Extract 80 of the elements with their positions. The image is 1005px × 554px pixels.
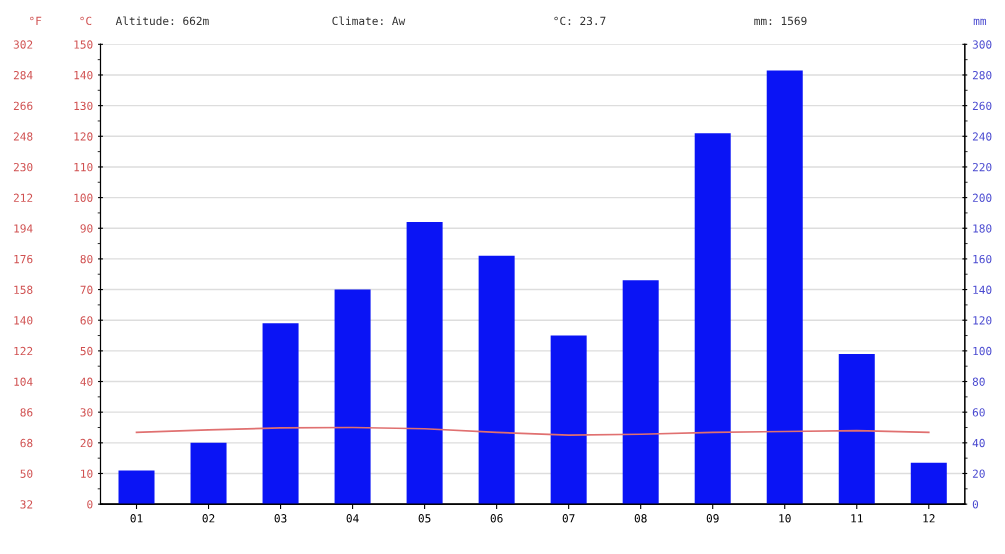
bar — [478, 255, 515, 505]
y-tick-label: 30 — [80, 408, 93, 417]
y-tick-label: 130 — [74, 101, 93, 111]
y-tick-label: 10 — [81, 469, 93, 478]
bar — [190, 442, 227, 505]
text: °C: 23.7 — [554, 16, 606, 26]
y2-tick-label: 220 — [972, 162, 992, 172]
bar — [838, 353, 875, 505]
y3-tick-label: 284 — [13, 70, 33, 80]
y-tick-label: 110 — [74, 162, 93, 172]
x-tick-label: 03 — [274, 514, 287, 523]
y2-axis-title: mm — [973, 18, 987, 25]
y2-tick-label: 280 — [972, 70, 992, 80]
x-tick-label: 06 — [490, 514, 503, 523]
y3-axis-title: °F — [30, 16, 42, 25]
bar — [334, 289, 371, 505]
y2-tick-label: 40 — [972, 438, 985, 448]
y2-tick-label: 100 — [973, 346, 992, 356]
y3-tick-label: 32 — [20, 500, 33, 509]
y3-tick-label: 50 — [20, 469, 33, 478]
y3-tick-label: 158 — [14, 285, 33, 294]
bar — [118, 470, 155, 505]
bar — [910, 462, 947, 505]
bar — [406, 222, 443, 505]
text: Climate: Aw — [332, 16, 406, 26]
y-tick-label: 120 — [74, 132, 93, 141]
y3-tick-label: 212 — [13, 193, 33, 202]
x-tick-label: 04 — [346, 514, 359, 523]
y3-tick-label: 266 — [13, 101, 33, 111]
x-tick-label: 07 — [562, 514, 575, 523]
y2-tick-label: 80 — [972, 377, 985, 386]
y-tick-label: 60 — [80, 316, 93, 325]
y3-tick-label: 68 — [20, 438, 33, 448]
x-tick-label: 11 — [851, 514, 863, 523]
y2-tick-label: 240 — [972, 132, 992, 141]
bar — [622, 280, 659, 505]
x-tick-label: 09 — [706, 514, 719, 523]
y-tick-label: 40 — [80, 377, 93, 386]
y2-tick-label: 20 — [972, 469, 985, 478]
x-tick-label: 12 — [923, 514, 935, 523]
y-tick-label: 90 — [80, 224, 93, 233]
y3-tick-label: 122 — [14, 346, 33, 356]
x-tick-label: 01 — [130, 514, 143, 523]
y-axis-title: °C — [80, 16, 92, 26]
text: Altitude: 662m — [115, 16, 209, 26]
y2-tick-label: 60 — [972, 408, 985, 417]
y-tick-label: 50 — [80, 346, 93, 356]
y2-tick-label: 160 — [973, 254, 992, 264]
y2-tick-label: 180 — [973, 224, 992, 233]
y3-tick-label: 248 — [13, 132, 33, 141]
x-tick-label: 02 — [202, 514, 215, 523]
y-tick-label: 70 — [80, 285, 93, 294]
y2-tick-label: 260 — [972, 101, 992, 111]
y2-tick-label: 140 — [973, 285, 992, 294]
y-tick-label: 20 — [80, 438, 93, 448]
line-series — [135, 426, 930, 437]
y2-tick-label: 200 — [972, 193, 992, 202]
bar — [550, 335, 587, 505]
bar — [766, 70, 803, 505]
y3-tick-label: 176 — [14, 254, 33, 264]
y-tick-label: 0 — [87, 500, 93, 509]
bar — [262, 323, 299, 505]
y3-tick-label: 140 — [14, 316, 33, 325]
y-tick-label: 140 — [74, 70, 93, 80]
y-tick-label: 150 — [74, 40, 93, 49]
y3-tick-label: 302 — [13, 40, 33, 49]
x-tick-label: 10 — [779, 514, 791, 523]
x-tick-label: 05 — [418, 514, 431, 523]
y-tick-label: 100 — [74, 193, 93, 202]
y3-tick-label: 104 — [14, 377, 33, 386]
y3-tick-label: 86 — [20, 408, 33, 417]
y2-tick-label: 300 — [972, 40, 992, 49]
text: mm: 1569 — [754, 16, 807, 26]
y3-tick-label: 230 — [13, 162, 33, 172]
bar — [694, 133, 731, 505]
y3-tick-label: 194 — [14, 224, 33, 233]
y2-tick-label: 0 — [972, 500, 979, 509]
y-tick-label: 80 — [80, 254, 93, 264]
x-tick-label: 08 — [634, 514, 647, 523]
y2-tick-label: 120 — [973, 316, 992, 325]
